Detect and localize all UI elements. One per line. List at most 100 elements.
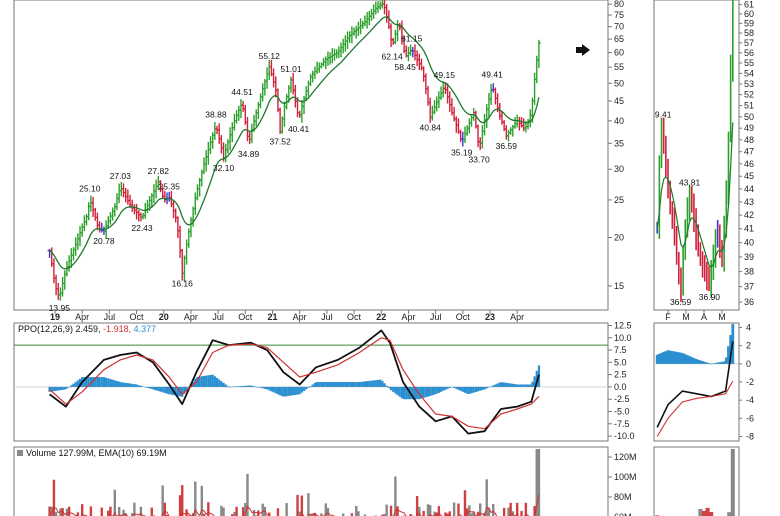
x-tick-label: 23 [485, 312, 495, 322]
inset-ppo-histogram-bar [701, 361, 704, 364]
volume-bar [161, 485, 164, 516]
inset-volume-bar [698, 508, 703, 516]
inset-y-tick-label: 38 [744, 267, 754, 277]
volume-bar [435, 512, 438, 516]
inset-ppo-line [656, 341, 734, 428]
price-y-tick-label: 70 [614, 22, 624, 32]
ppo-histogram-bar [437, 386, 440, 393]
ppo-histogram-bar [244, 385, 247, 387]
volume-bar [80, 504, 84, 516]
ppo-histogram-bar [107, 378, 110, 387]
inset-volume-y-tick-label: 100M [744, 472, 767, 482]
inset-point-label: 36.90 [699, 292, 721, 302]
ppo-histogram-bar [265, 386, 269, 390]
ppo-histogram-bar [426, 386, 430, 397]
volume-bar [50, 506, 53, 516]
inset-volume-bar [727, 512, 732, 516]
volume-y-tick-label: 60M [614, 512, 632, 516]
price-point-label: 36.59 [496, 141, 518, 151]
price-y-tick-label: 60 [614, 48, 624, 58]
ppo-y-tick-label: 2.5 [614, 370, 627, 380]
volume-bar [48, 506, 51, 516]
ppo-histogram-bar [150, 386, 153, 390]
ppo-histogram-bar [89, 377, 92, 387]
ppo-histogram-bar [59, 386, 62, 391]
ppo-histogram-bar [78, 378, 82, 387]
x-tick-label: 20 [159, 312, 169, 322]
ppo-histogram-bar [296, 386, 299, 395]
ppo-histogram-bar [494, 384, 497, 387]
ppo-histogram-bar [402, 386, 406, 400]
price-y-tick-label: 15 [614, 281, 624, 291]
ppo-histogram-bar [433, 386, 436, 395]
volume-bar [409, 513, 412, 516]
ppo-plot [14, 329, 608, 435]
ppo-histogram-bar [413, 386, 417, 400]
ppo-histogram-bar [202, 375, 206, 387]
ppo-histogram-bar [416, 386, 419, 400]
price-plot [47, 0, 541, 301]
ppo-histogram-bar [176, 386, 179, 396]
ppo-histogram-bar [422, 386, 425, 398]
ppo-histogram-bar [289, 386, 293, 396]
volume-bar [470, 513, 473, 516]
ppo-histogram-bar [442, 386, 445, 391]
inset-ppo-y-tick-label: -2 [746, 377, 754, 387]
ppo-histogram-bar [361, 381, 364, 387]
ppo-histogram-bar [392, 386, 395, 392]
ppo-histogram-bar [52, 386, 56, 392]
ppo-histogram-bar [207, 375, 210, 387]
volume-bar [463, 490, 467, 516]
price-point-label: 27.82 [148, 166, 170, 176]
volume-bar [492, 504, 495, 516]
inset-volume-frame [653, 446, 740, 516]
ppo-histogram-bar [294, 386, 297, 395]
ppo-histogram-bar [324, 382, 327, 387]
ppo-histogram-bar [161, 386, 164, 393]
ppo-histogram-bar [137, 385, 140, 387]
ppo-histogram-bar [466, 386, 469, 394]
ppo-histogram-bar [487, 386, 491, 388]
volume-bar [178, 495, 182, 516]
volume-bar [233, 511, 236, 516]
inset-volume-bar [709, 512, 714, 516]
price-point-label: 40.41 [288, 124, 310, 134]
volume-bar [54, 512, 58, 516]
ppo-histogram-bar [237, 386, 240, 387]
volume-bar [385, 504, 388, 516]
inset-price-plot: 49.41 36.59 43.81 36.90 [654, 0, 734, 307]
inset-ppo-histogram-bar [718, 362, 722, 364]
inset-ppo-histogram-bar [657, 353, 661, 364]
ppo-histogram-bar [509, 383, 512, 387]
ppo-histogram-bar [435, 386, 438, 394]
ppo-y-tick-label: -7.5 [614, 419, 630, 429]
ppo-histogram-bar [492, 385, 495, 387]
volume-bar [426, 504, 430, 516]
ppo-histogram-bar [144, 386, 147, 388]
volume-bar [207, 502, 210, 516]
ppo-histogram-bar [109, 379, 112, 387]
ppo-histogram-bar [48, 386, 51, 392]
x-tick-label: Jul [104, 312, 116, 322]
ppo-histogram-bar [228, 386, 232, 388]
ppo-histogram-bar [274, 386, 277, 394]
ppo-histogram-bar [94, 377, 97, 387]
ppo-histogram-bar [383, 383, 386, 387]
ppo-histogram-bar [352, 382, 356, 387]
ppo-histogram-bar [128, 383, 132, 387]
volume-bar [252, 510, 256, 516]
ppo-histogram-bar [513, 384, 517, 387]
x-tick-label: Jul [212, 312, 224, 322]
ppo-histogram-bar [133, 384, 136, 387]
ppo-histogram-bar [363, 381, 367, 387]
ppo-histogram-bar [463, 386, 467, 393]
inset-ppo-histogram-bar [720, 361, 724, 364]
ppo-histogram-bar [65, 386, 69, 389]
inset-x-tick-label: F [665, 312, 671, 322]
price-point-label: 44.51 [231, 87, 253, 97]
ppo-histogram-bar [250, 385, 253, 387]
inset-volume-y-tick-label: 60M [744, 512, 762, 516]
ppo-histogram-bar [118, 381, 121, 387]
volume-bar [355, 505, 358, 516]
